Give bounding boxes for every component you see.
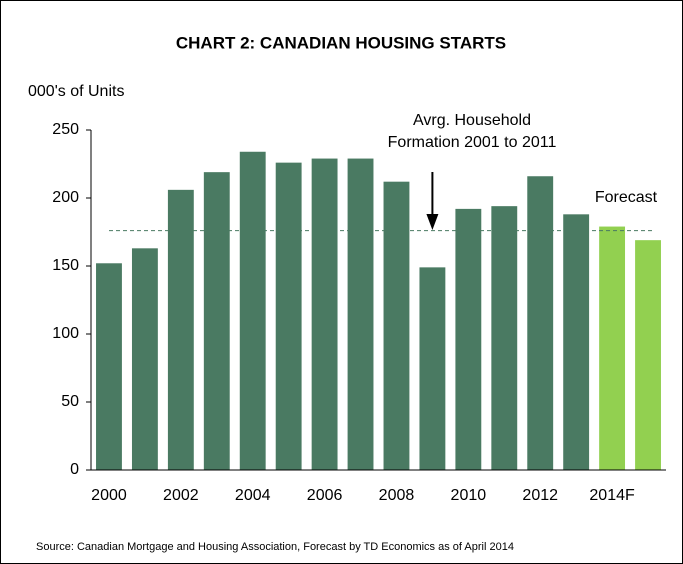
x-tick-label: 2010: [451, 487, 487, 504]
y-tick-label: 200: [52, 189, 79, 206]
x-tick-label: 2004: [235, 487, 271, 504]
bar: [203, 172, 230, 470]
x-tick-label: 2000: [91, 487, 127, 504]
bar: [275, 162, 302, 470]
source: Source: Canadian Mortgage and Housing As…: [36, 541, 514, 553]
y-tick-label: 0: [70, 461, 79, 478]
x-tick-label: 2014F: [589, 487, 635, 504]
y-tick-label: 150: [52, 257, 79, 274]
y-tick-label: 250: [52, 121, 79, 138]
arrow-head: [426, 214, 439, 230]
y-tick-label: 100: [52, 325, 79, 342]
bar: [167, 189, 194, 470]
bar: [419, 267, 446, 470]
bar: [347, 158, 374, 470]
bar: [131, 248, 158, 470]
y-axis-label: 000's of Units: [28, 83, 124, 100]
x-tick-label: 2012: [522, 487, 558, 504]
reference-label: Formation 2001 to 2011: [388, 134, 557, 151]
x-tick-label: 2008: [379, 487, 415, 504]
bar: [455, 208, 482, 470]
bar: [527, 176, 554, 471]
x-tick-label: 2002: [163, 487, 199, 504]
bar: [599, 226, 626, 470]
forecast-label: Forecast: [595, 189, 658, 206]
bar: [563, 214, 590, 470]
bar: [96, 263, 122, 470]
bar: [383, 181, 410, 470]
bar: [491, 206, 518, 470]
chart-title: CHART 2: CANADIAN HOUSING STARTS: [176, 33, 506, 52]
bar: [635, 240, 661, 470]
y-tick-label: 50: [61, 393, 79, 410]
bar: [239, 151, 266, 470]
x-tick-label: 2006: [307, 487, 343, 504]
reference-label: Avrg. Household: [413, 112, 531, 129]
bar: [311, 158, 338, 470]
